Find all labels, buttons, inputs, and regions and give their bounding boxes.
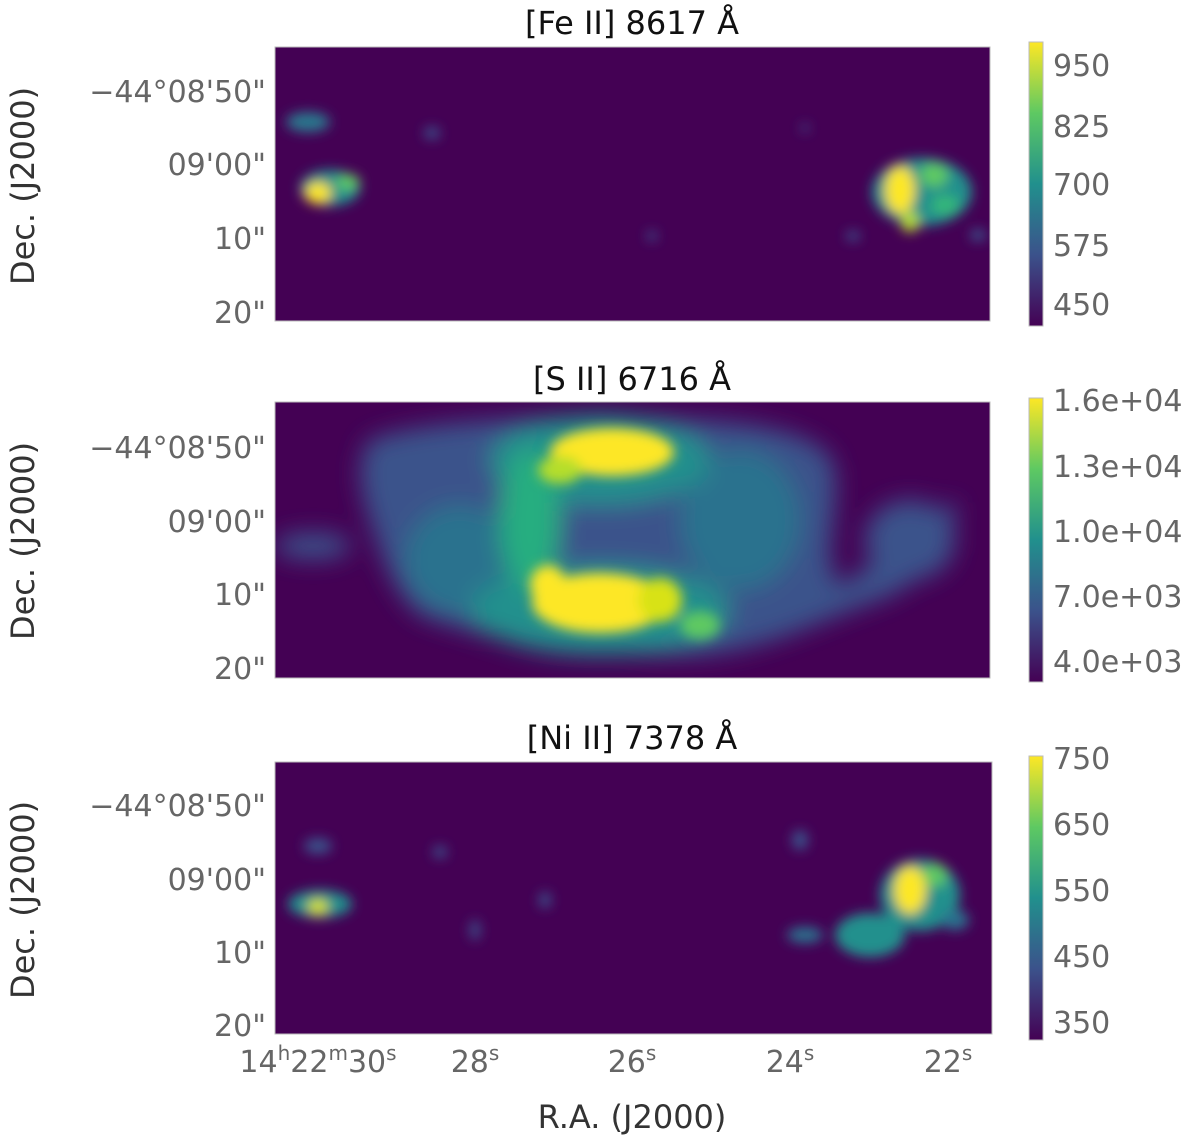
colorbar [1028,755,1044,1041]
colorbar-tick-label: 1.0e+04 [1053,515,1182,550]
y-tick-label: 09'00" [168,863,266,898]
panel-fe-ii: [Fe II] 8617 Å −44°08'50" 09'00" [4,4,1110,331]
y-tick-label: 20" [214,296,266,331]
colorbar [1028,41,1044,327]
emission-map [286,112,986,241]
colorbar-tick-label: 1.3e+04 [1053,450,1182,485]
y-tick-label: −44°08'50" [89,75,266,110]
panel-s-ii: [S II] 6716 Å −44°08'5 [4,360,1182,687]
panel-title: [Fe II] 8617 Å [525,4,739,42]
y-tick-label: −44°08'50" [89,789,266,824]
y-tick-label: 10" [214,936,266,971]
colorbar-tick-label: 750 [1053,742,1110,777]
heatmap-background [275,762,992,1034]
colorbar-tick-label: 4.0e+03 [1053,645,1182,680]
x-axis-label: R.A. (J2000) [538,1098,727,1136]
colorbar [1028,397,1044,683]
x-tick-label: 14h22m30s [239,1041,396,1080]
y-axis-label: Dec. (J2000) [4,442,42,640]
y-tick-label: −44°08'50" [89,431,266,466]
x-tick-label: 26s [608,1041,657,1080]
colorbar-tick-label: 650 [1053,808,1110,843]
emission-map [275,415,956,656]
emission-map [288,830,969,957]
colorbar-tick-label: 950 [1053,49,1110,84]
colorbar-tick-label: 1.6e+04 [1053,384,1182,419]
colorbar-tick-label: 575 [1053,229,1110,264]
colorbar-tick-label: 825 [1053,110,1110,145]
colorbar-tick-label: 350 [1053,1006,1110,1041]
y-axis-label: Dec. (J2000) [4,87,42,285]
panel-ni-ii: [Ni II] 7378 Å −44°08'50" 09'00" 10" [4,719,1110,1136]
panel-title: [Ni II] 7378 Å [527,719,738,757]
y-tick-label: 20" [214,652,266,687]
y-tick-label: 10" [214,222,266,257]
x-tick-labels: 14h22m30s 28s 26s 24s 22s [239,1041,972,1080]
y-tick-label: 20" [214,1009,266,1044]
colorbar-tick-label: 700 [1053,168,1110,203]
x-tick-label: 28s [451,1041,500,1080]
x-tick-label: 22s [924,1041,973,1080]
colorbar-tick-label: 7.0e+03 [1053,580,1182,615]
panel-title: [S II] 6716 Å [533,360,731,398]
colorbar-tick-label: 550 [1053,874,1110,909]
y-tick-label: 09'00" [168,505,266,540]
y-tick-label: 10" [214,578,266,613]
colorbar-tick-label: 450 [1053,288,1110,323]
colorbar-tick-label: 450 [1053,940,1110,975]
x-tick-label: 24s [766,1041,815,1080]
y-axis-label: Dec. (J2000) [4,801,42,999]
y-tick-label: 09'00" [168,148,266,183]
heatmap-background [275,47,990,321]
